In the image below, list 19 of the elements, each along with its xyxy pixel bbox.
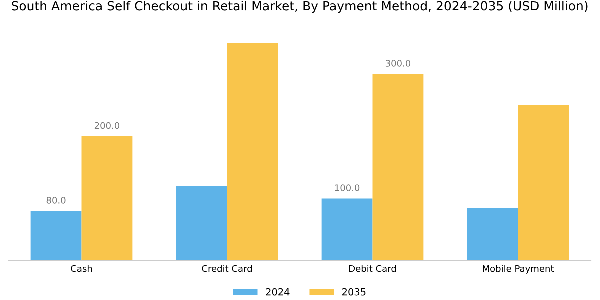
bar (30, 211, 82, 261)
bar (467, 208, 518, 261)
bar (372, 74, 424, 261)
x-tick-label: Credit Card (202, 265, 252, 272)
data-label: 80.0 (46, 197, 66, 204)
x-tick-label: Cash (71, 265, 92, 272)
x-tick-label: Mobile Payment (483, 265, 554, 274)
bar (82, 136, 133, 261)
legend-label: 2024 (266, 288, 290, 296)
bar (227, 43, 278, 261)
chart-title: South America Self Checkout in Retail Market, By Payment Method, 2024-2035 (USD Million) (12, 1, 588, 14)
bar (176, 186, 228, 261)
legend-label: 2035 (342, 288, 366, 296)
data-label: 300.0 (386, 60, 411, 67)
data-label: 200.0 (94, 122, 120, 130)
x-tick-label: Debit Card (350, 265, 396, 272)
data-label: 100.0 (335, 184, 360, 192)
bar (322, 198, 373, 261)
bar (518, 105, 570, 261)
